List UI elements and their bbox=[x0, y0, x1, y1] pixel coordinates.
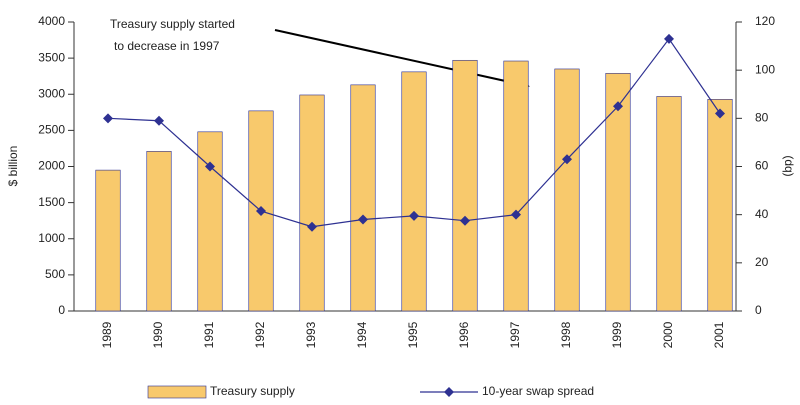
y-tick-label: 1500 bbox=[38, 195, 65, 209]
marker bbox=[205, 161, 215, 172]
marker bbox=[511, 209, 521, 220]
y2-tick-label: 100 bbox=[755, 62, 775, 76]
x-tick-label: 1994 bbox=[355, 321, 369, 348]
bar bbox=[605, 72, 631, 312]
bar bbox=[146, 151, 172, 312]
legend-swatch bbox=[147, 385, 207, 399]
bar bbox=[554, 68, 580, 312]
x-tick-label: 1996 bbox=[457, 321, 471, 348]
marker bbox=[460, 215, 470, 226]
bar bbox=[452, 59, 478, 312]
x-tick-label: 1993 bbox=[304, 321, 318, 348]
y2-tick-label: 0 bbox=[755, 303, 762, 317]
y-axis-label: $ billion bbox=[6, 146, 20, 187]
bar bbox=[350, 84, 376, 312]
y2-tick-label: 80 bbox=[755, 111, 769, 125]
annotation: Treasury supply started bbox=[110, 17, 235, 31]
x-tick-label: 1992 bbox=[253, 321, 267, 348]
legend-label: 10-year swap spread bbox=[482, 384, 594, 398]
y2-tick-label: 40 bbox=[755, 207, 769, 221]
y-tick-label: 3000 bbox=[38, 86, 65, 100]
y2-tick-label: 120 bbox=[755, 14, 775, 28]
y-tick-label: 500 bbox=[45, 267, 65, 281]
bar bbox=[656, 96, 682, 312]
marker bbox=[613, 101, 623, 112]
x-tick-label: 1999 bbox=[610, 321, 624, 348]
y-tick-label: 4000 bbox=[38, 14, 65, 28]
y-tick-label: 2000 bbox=[38, 159, 65, 173]
marker bbox=[358, 214, 368, 225]
y-tick-label: 3500 bbox=[38, 50, 65, 64]
bar bbox=[503, 60, 529, 312]
y2-tick-label: 20 bbox=[755, 255, 769, 269]
x-tick-label: 1989 bbox=[100, 321, 114, 348]
y2-axis-label: (dq) bbox=[782, 155, 796, 176]
marker bbox=[307, 221, 317, 232]
marker bbox=[256, 206, 266, 217]
x-tick-label: 1991 bbox=[202, 321, 216, 348]
bar bbox=[95, 169, 121, 312]
bar bbox=[401, 71, 427, 312]
marker bbox=[664, 33, 674, 44]
y-tick-label: 1000 bbox=[38, 231, 65, 245]
x-tick-label: 1997 bbox=[508, 321, 522, 348]
marker bbox=[103, 113, 113, 124]
marker bbox=[154, 115, 164, 126]
annotation: to decrease in 1997 bbox=[114, 39, 220, 53]
marker bbox=[562, 154, 572, 165]
legend-swatch bbox=[444, 387, 454, 397]
x-tick-label: 1995 bbox=[406, 321, 420, 348]
y2-tick-label: 60 bbox=[755, 159, 769, 173]
marker bbox=[409, 210, 419, 221]
bar bbox=[707, 99, 733, 312]
x-tick-label: 2000 bbox=[661, 321, 675, 348]
x-tick-label: 1990 bbox=[151, 321, 165, 348]
bar bbox=[299, 94, 325, 312]
x-tick-label: 2001 bbox=[712, 321, 726, 348]
marker bbox=[715, 108, 725, 119]
annotation-arrow bbox=[274, 29, 530, 90]
y-tick-label: 2500 bbox=[38, 123, 65, 137]
legend-label: Treasury supply bbox=[210, 384, 295, 398]
y-tick-label: 0 bbox=[58, 303, 65, 317]
x-tick-label: 1998 bbox=[559, 321, 573, 348]
